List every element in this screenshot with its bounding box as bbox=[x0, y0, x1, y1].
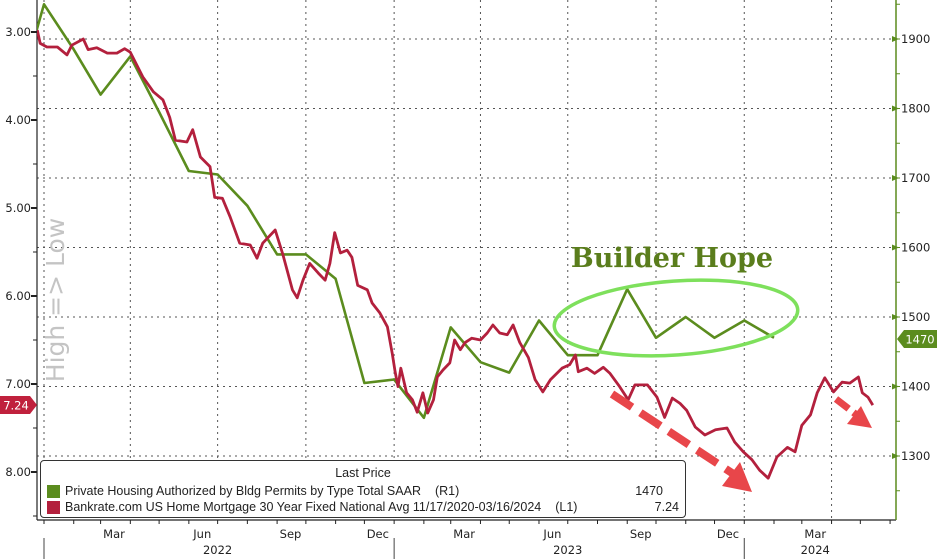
legend-axis-mortgage: (L1) bbox=[555, 500, 578, 514]
month-label: Mar bbox=[804, 527, 826, 541]
month-label: Mar bbox=[453, 527, 475, 541]
legend-label-mortgage: Bankrate.com US Home Mortgage 30 Year Fi… bbox=[65, 500, 542, 514]
left-tick-label: 3.00 bbox=[5, 25, 31, 39]
legend-last-permits: 1470 bbox=[635, 484, 663, 498]
month-label: Dec bbox=[367, 527, 389, 541]
legend-axis-permits: (R1) bbox=[434, 484, 460, 498]
month-label: Jun bbox=[542, 527, 561, 541]
month-label: Sep bbox=[280, 527, 302, 541]
right-tick-label: 1300 bbox=[901, 449, 930, 463]
legend-entry-permits: Private Housing Authorized by Bldg Permi… bbox=[47, 483, 679, 499]
builder-hope-ellipse bbox=[552, 278, 800, 358]
right-tick-marker bbox=[892, 453, 899, 459]
year-label: 2024 bbox=[801, 543, 830, 557]
right-tick-marker bbox=[892, 314, 899, 320]
right-tick-label: 1500 bbox=[901, 310, 930, 324]
right-tick-label: 1600 bbox=[901, 241, 930, 255]
permits-series-line bbox=[37, 3, 775, 420]
left-axis-label: High => Low bbox=[41, 218, 70, 382]
right-tick-marker bbox=[892, 36, 899, 42]
year-label: 2022 bbox=[203, 543, 232, 557]
axes: 3.00 4.00 5.00 6.00 7.00 8.00 1300 1400 1500 1600… bbox=[5, 0, 930, 559]
legend-entry-mortgage: Bankrate.com US Home Mortgage 30 Year Fi… bbox=[47, 499, 679, 515]
legend-last-mortgage: 7.24 bbox=[654, 500, 679, 514]
left-tick-label: 4.00 bbox=[5, 113, 31, 127]
month-label: Jun bbox=[192, 527, 211, 541]
left-last-value-tag: 7.24 bbox=[0, 396, 37, 414]
right-tick-marker bbox=[892, 383, 899, 390]
left-last-value: 7.24 bbox=[3, 399, 29, 413]
right-tick-label: 1800 bbox=[901, 102, 930, 116]
mortgage-rate-series-line bbox=[37, 29, 874, 480]
legend-title: Last Price bbox=[335, 466, 391, 480]
annotations: Builder Hope bbox=[552, 243, 872, 492]
legend-label-permits: Private Housing Authorized by Bldg Permi… bbox=[65, 484, 421, 498]
legend: Last Price Private Housing Authorized by… bbox=[40, 460, 686, 518]
year-label: 2023 bbox=[553, 543, 582, 557]
builder-hope-label: Builder Hope bbox=[571, 243, 773, 274]
right-tick-marker bbox=[892, 175, 899, 181]
left-tick-label: 5.00 bbox=[5, 201, 31, 215]
right-tick-label: 1900 bbox=[901, 32, 930, 46]
right-last-value-tag: 1470 bbox=[897, 330, 937, 348]
right-tick-marker bbox=[892, 244, 899, 251]
right-tick-label: 1700 bbox=[901, 171, 930, 185]
left-tick-label: 6.00 bbox=[5, 289, 31, 303]
month-label: Sep bbox=[630, 527, 652, 541]
gridlines bbox=[37, 0, 896, 520]
month-label: Mar bbox=[103, 527, 125, 541]
legend-swatch-permits bbox=[47, 484, 60, 498]
right-tick-label: 1400 bbox=[901, 380, 930, 394]
left-tick-label: 7.00 bbox=[5, 377, 31, 391]
down-arrow-large bbox=[609, 390, 752, 492]
month-label: Dec bbox=[717, 527, 739, 541]
left-tick-label: 8.00 bbox=[5, 465, 31, 479]
legend-swatch-mortgage bbox=[47, 500, 60, 514]
down-arrow-small bbox=[833, 396, 872, 428]
series-layer bbox=[37, 3, 874, 480]
right-last-value: 1470 bbox=[905, 333, 934, 347]
right-tick-marker bbox=[892, 105, 899, 112]
